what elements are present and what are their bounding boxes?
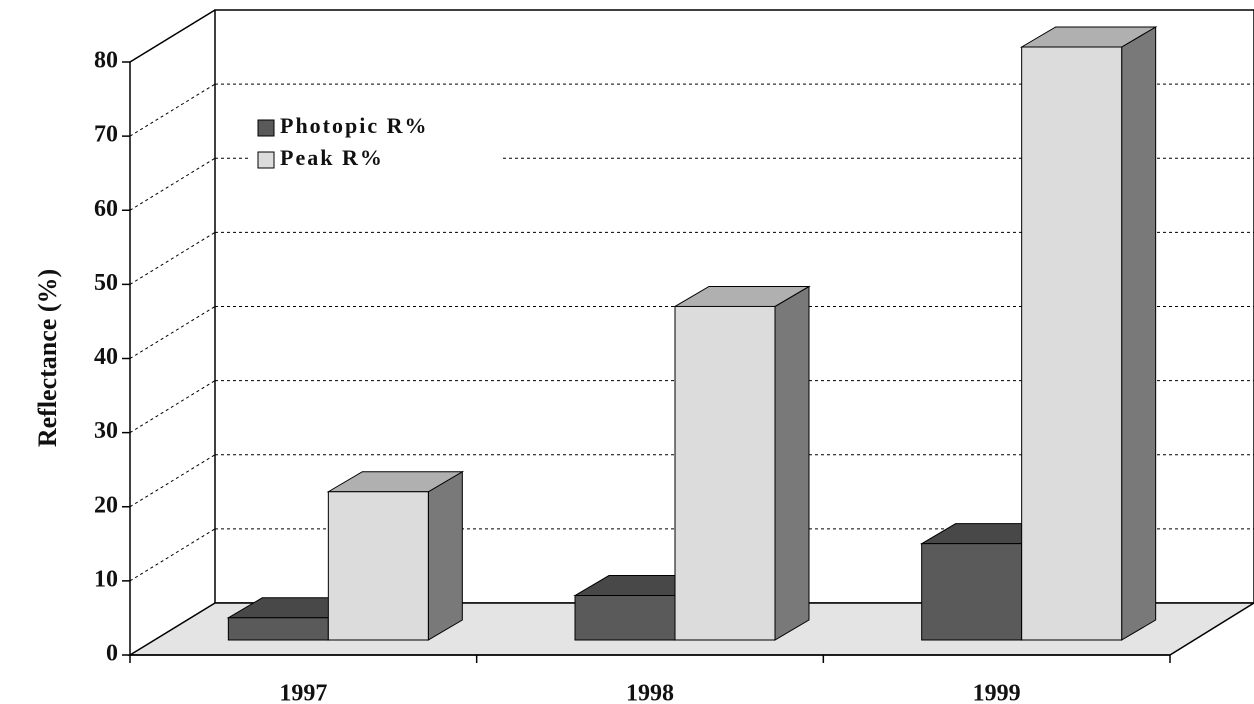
- bar-front: [574, 595, 676, 641]
- x-tick-label: 1999: [973, 681, 1021, 704]
- y-tick-label: 10: [94, 566, 118, 592]
- bar-side: [1121, 26, 1157, 641]
- bar-front: [327, 491, 429, 641]
- x-tick-label: 1998: [626, 681, 674, 704]
- bar-front: [227, 617, 329, 641]
- grid-line: [129, 83, 216, 137]
- grid-line: [129, 528, 216, 582]
- y-tick-label: 20: [94, 492, 118, 518]
- y-tick-label: 80: [94, 48, 118, 74]
- bar-front: [674, 305, 776, 641]
- bar: [673, 285, 811, 641]
- legend-box: [250, 105, 500, 185]
- y-tick-label: 0: [106, 641, 118, 667]
- bar-side: [427, 470, 463, 641]
- grid-line: [129, 306, 216, 359]
- y-axis-label: Reflectance (%): [33, 269, 62, 447]
- bar-front: [921, 543, 1023, 641]
- legend-label: Peak R%: [280, 145, 384, 170]
- legend-swatch: [257, 119, 275, 137]
- grid-line: [129, 9, 216, 63]
- grid-line: [129, 157, 216, 211]
- legend-label: Photopic R%: [280, 113, 429, 138]
- y-tick-label: 40: [94, 344, 118, 370]
- y-tick-label: 30: [94, 418, 118, 444]
- bar-front: [1021, 46, 1123, 641]
- grid-line: [129, 454, 216, 508]
- x-tick-label: 1997: [279, 681, 327, 704]
- legend-swatch: [257, 151, 275, 169]
- bar-side: [774, 285, 810, 641]
- grid-line: [129, 231, 216, 285]
- grid-line: [129, 380, 216, 434]
- y-tick-label: 60: [94, 196, 118, 222]
- y-tick-label: 50: [94, 270, 118, 296]
- bar: [1019, 26, 1158, 641]
- y-tick-label: 70: [94, 122, 118, 148]
- bar: [326, 470, 465, 641]
